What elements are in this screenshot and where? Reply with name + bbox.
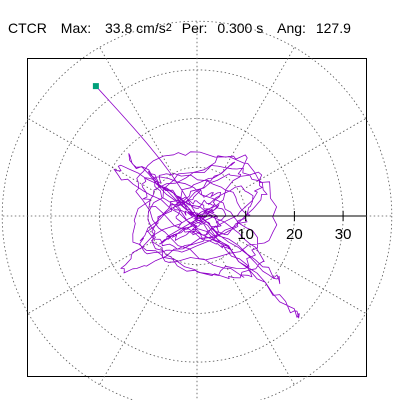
polar-grid [2, 21, 392, 400]
grid-spoke [100, 258, 173, 385]
grid-spoke [100, 47, 173, 174]
axis-tick-label: 30 [335, 226, 352, 243]
grid-spoke [28, 119, 155, 192]
grid-spoke [221, 47, 294, 174]
radial-axis: 10 20 30 [197, 211, 366, 243]
trace-path [96, 86, 299, 318]
peak-marker [93, 83, 99, 89]
axis-tick-label: 20 [286, 226, 303, 243]
axis-tick-label: 10 [237, 226, 254, 243]
